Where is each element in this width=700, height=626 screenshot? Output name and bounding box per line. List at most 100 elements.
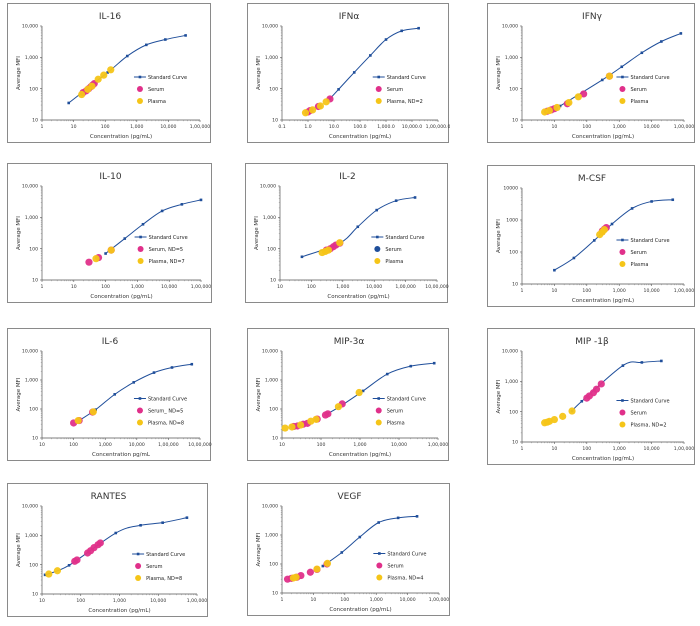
plasma-point (53, 567, 62, 575)
x-tick-label: 1,000 (336, 284, 349, 290)
plasma-point (292, 573, 300, 581)
legend-label: Standard Curve (387, 396, 426, 402)
plasma-point (568, 407, 576, 415)
y-axis-label: Average MFI (496, 379, 502, 413)
x-tick-label: 10,000 (160, 124, 176, 130)
x-tick-label: 10.0 (329, 124, 339, 130)
standard-curve-point (145, 43, 148, 47)
legend-label: Plasma, ND=2 (630, 422, 666, 428)
x-tick-label: 1,000 (99, 442, 112, 448)
chart-svg: MIP -1β1 10 100 1,000 10,000 1,00,000101001,0… (496, 337, 694, 462)
legend-label: Standard Curve (149, 235, 188, 241)
x-tick-label: 1,000 (613, 288, 626, 294)
legend-label: Standard Curve (148, 396, 187, 402)
standard-curve-point (409, 364, 413, 368)
x-tick-label: 10,00,000 (425, 284, 448, 290)
legend-label: Serum_ ND=5 (148, 408, 183, 414)
legend-label: Serum (630, 87, 646, 93)
legend-serum-icon (137, 246, 144, 252)
y-tick-label: 10,000 (22, 349, 38, 355)
x-tick-label: 1,00,000 (429, 597, 450, 603)
chart-title: IL-16 (99, 12, 121, 22)
standard-curve-point (358, 535, 362, 539)
plasma-point (336, 239, 344, 247)
x-tick-label: 1,000 (370, 597, 383, 603)
standard-curve-line (44, 517, 188, 576)
standard-curve-point (650, 200, 653, 203)
plasma-point (297, 421, 305, 429)
standard-curve-point (679, 32, 683, 35)
x-axis-label: Concentration (pg/mL) (329, 134, 391, 140)
chart-svg: MIP-3α 10 100 1,000 10,000 1,00,000 10 100 1,000… (256, 337, 448, 458)
y-tick-label: 10,000 (260, 184, 276, 190)
standard-curve-point (352, 71, 356, 74)
legend-serum-icon (375, 86, 382, 92)
y-tick-label: 100 (509, 86, 518, 92)
chart-panel-vegf: VEGF 1 10 100 1,000 10,000 1,00,000 10 100 1,000 1… (247, 483, 450, 616)
standard-curve-point (161, 521, 164, 524)
x-tick-label: 100 (317, 442, 326, 448)
x-tick-label: 1 (521, 446, 524, 452)
chart-title: MIP -1β (575, 337, 609, 347)
x-tick-label: 0.1 (278, 124, 285, 130)
standard-curve-point (184, 34, 187, 37)
plasma-point (545, 106, 553, 115)
plasma-point (313, 565, 321, 573)
y-axis-label: Average MFI (16, 533, 22, 567)
y-tick-label: 10 (270, 278, 276, 284)
standard-curve-line (554, 199, 673, 271)
x-tick-label: 1,000.0 (377, 124, 395, 130)
chart-title: IFNγ (582, 12, 603, 22)
x-tick-label: 1 (281, 597, 284, 603)
y-tick-label: 1,000 (25, 533, 38, 539)
x-tick-label: 10 (39, 598, 45, 604)
y-tick-label: 1000 (506, 218, 518, 224)
standard-curve-point (621, 364, 625, 367)
x-tick-label: 10,00,000 (188, 442, 211, 448)
standard-curve-point (553, 268, 556, 272)
chart-svg: IL-2 10 100 1,000 10,000 1,00,000 10,00,000 10 1… (254, 172, 449, 300)
x-tick-label: 100 (340, 597, 349, 603)
legend-label: Standard Curve (148, 75, 187, 81)
standard-curve-point (43, 573, 47, 577)
legend-label: Serum (630, 410, 646, 416)
y-tick-label: 1,000 (265, 55, 278, 61)
plasma-point (334, 403, 343, 411)
serum-point (306, 568, 314, 576)
plasma-point (574, 93, 582, 101)
legend-label: Standard Curve (630, 75, 669, 81)
y-tick-label: 10 (32, 118, 38, 124)
standard-curve-point (113, 393, 117, 396)
legend-label: Standard Curve (630, 398, 669, 404)
x-tick-label: 10 (277, 284, 283, 290)
chart-panel-il-10: IL-10 1 10 100 1,000 10,000 1,00,000 10 100 1,000… (7, 163, 212, 303)
plasma-point (88, 82, 96, 90)
chart-svg: RANTES 10 100 1,000 10,000 1,00,000 10 100 1,000… (16, 492, 207, 614)
legend-label: Serum (146, 564, 162, 570)
x-tick-label: 100 (101, 284, 110, 290)
y-tick-label: 10 (512, 118, 518, 124)
x-tick-label: 10,000.0 (402, 124, 423, 130)
x-tick-label: 10 (71, 124, 77, 130)
standard-curve-point (394, 199, 398, 202)
standard-curve-point (610, 222, 614, 226)
x-tick-label: 100 (101, 124, 110, 130)
serum-point (324, 410, 332, 418)
legend-label: Serum (385, 247, 401, 253)
chart-svg: IL-6 10 100 1,000 10,000 1,00,000 10,00,000 10 1… (16, 337, 212, 458)
x-tick-label: 1,000 (130, 124, 143, 130)
standard-curve-point (180, 203, 184, 206)
y-axis-label: Average MFI (496, 219, 502, 253)
x-tick-label: 10 (39, 442, 45, 448)
y-tick-label: 100 (509, 250, 518, 256)
x-tick-label: 10 (551, 446, 557, 452)
y-tick-label: 10,000 (262, 504, 278, 510)
y-axis-label: Average MFI (496, 56, 502, 90)
y-tick-label: 100 (509, 409, 518, 415)
y-tick-label: 100 (29, 407, 38, 413)
legend-square-icon (376, 235, 379, 239)
legend-label: Standard Curve (630, 238, 669, 244)
x-tick-label: 10,000 (161, 284, 177, 290)
plasma-point (550, 415, 558, 424)
